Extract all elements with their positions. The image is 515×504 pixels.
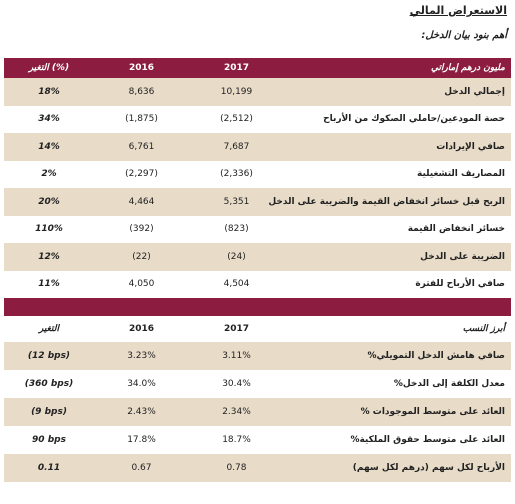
row-label: الأرباح لكل سهم (درهم لكل سهم) [352, 463, 505, 473]
value-2017: 2.34% [222, 407, 251, 417]
value-2017: 4,504 [223, 279, 250, 290]
table-row: إجمالي الدخل 10,199 8,636 18% [4, 78, 511, 106]
table-row: صافي الإيرادات 7,687 6,761 14% [4, 133, 511, 161]
header-row: أبرز النسب 2017 2016 التغير [4, 316, 511, 342]
change: (360 bps) [24, 379, 74, 389]
header-cell: التغير [39, 324, 59, 334]
header-cell: 2017 [223, 324, 250, 334]
header-row: مليون درهم إماراتي 2017 2016 التغير (%) [4, 58, 511, 78]
value-2016: 0.67 [131, 463, 152, 473]
value-2016: 2.43% [127, 407, 156, 417]
value-2017: 10,199 [220, 86, 253, 97]
value-2017: (2,336) [220, 169, 253, 180]
value-2017: 0.78 [226, 463, 247, 473]
change: 14% [38, 141, 60, 152]
change: 12% [38, 251, 60, 262]
value-2016: 3.23% [127, 351, 156, 361]
value-2016: (22) [132, 251, 151, 262]
table-row: المصاريف التشغيلية (2,336) (2,297) 2% [4, 160, 511, 188]
value-2016: 17.8% [127, 435, 156, 445]
row-label: الربح قبل خسائر انخفاض القيمة والضريبة ع… [268, 196, 505, 207]
table-row: حصة المودعين/حاملي الصكوك من الأرباح (2,5… [4, 105, 511, 133]
value-2017: 3.11% [222, 351, 251, 361]
row-label: معدل الكلفة إلى الدخل% [393, 379, 505, 389]
header-cell: أبرز النسب [462, 324, 505, 334]
row-label: صافي الأرباح للفترة [415, 279, 505, 290]
change: 11% [38, 279, 60, 290]
table-row: الربح قبل خسائر انخفاض القيمة والضريبة ع… [4, 188, 511, 216]
value-2017: (2,512) [220, 114, 253, 125]
value-2016: 4,050 [128, 279, 155, 290]
row-label: العائد على متوسط حقوق الملكية% [350, 435, 505, 445]
subtitle: أهم بنود بيان الدخل: [421, 30, 507, 41]
value-2016: 34.0% [127, 379, 156, 389]
table-row: الضريبة على الدخل (24) (22) 12% [4, 243, 511, 271]
value-2016: 8,636 [128, 86, 155, 97]
change: 0.11 [37, 463, 61, 473]
change: 34% [38, 114, 60, 125]
header-cell: 2016 [128, 324, 155, 334]
table-row: العائد على متوسط حقوق الملكية% 18.7% 17.8%… [4, 426, 511, 454]
row-label: صافي هامش الدخل التمويلي% [367, 351, 505, 361]
table-row: العائد على متوسط الموجودات % 2.34% 2.43% (9… [4, 398, 511, 426]
separator-band [4, 298, 511, 316]
header-cell: مليون درهم إماراتي [430, 63, 505, 73]
value-2017: 30.4% [222, 379, 251, 389]
value-2016: 6,761 [128, 141, 155, 152]
change: 20% [38, 196, 60, 207]
value-2016: (1,875) [125, 114, 158, 125]
header-cell: التغير (%) [28, 63, 70, 73]
row-label: العائد على متوسط الموجودات % [360, 407, 505, 417]
change: (9 bps) [31, 407, 67, 417]
value-2017: 7,687 [223, 141, 250, 152]
header-cell: 2016 [128, 63, 155, 73]
table-row: معدل الكلفة إلى الدخل% 30.4% 34.0% (360 bps… [4, 370, 511, 398]
table-row: صافي الأرباح للفترة 4,504 4,050 11% [4, 270, 511, 298]
row-label: خسائر انخفاض القيمة [407, 224, 505, 235]
change: 2% [41, 169, 57, 180]
row-label: حصة المودعين/حاملي الصكوك من الأرباح [323, 114, 505, 125]
value-2016: (392) [129, 224, 154, 235]
row-label: الضريبة على الدخل [420, 251, 505, 262]
row-label: إجمالي الدخل [444, 86, 505, 97]
title: الاستعراض المالي [409, 4, 507, 17]
table-row: خسائر انخفاض القيمة (823) (392) 110% [4, 215, 511, 243]
value-2016: (2,297) [125, 169, 158, 180]
header-cell: 2017 [223, 63, 250, 73]
value-2016: 4,464 [128, 196, 155, 207]
value-2017: (24) [227, 251, 246, 262]
row-label: المصاريف التشغيلية [416, 169, 505, 180]
change: 18% [38, 86, 60, 97]
change: 90 bps [32, 435, 66, 445]
row-label: صافي الإيرادات [436, 141, 505, 152]
table-row: صافي هامش الدخل التمويلي% 3.11% 3.23% (12 b… [4, 342, 511, 370]
value-2017: 18.7% [222, 435, 251, 445]
value-2017: (823) [224, 224, 249, 235]
change: 110% [35, 224, 63, 235]
change: (12 bps) [27, 351, 71, 361]
value-2017: 5,351 [223, 196, 250, 207]
table-row: الأرباح لكل سهم (درهم لكل سهم) 0.78 0.67 0.… [4, 454, 511, 482]
